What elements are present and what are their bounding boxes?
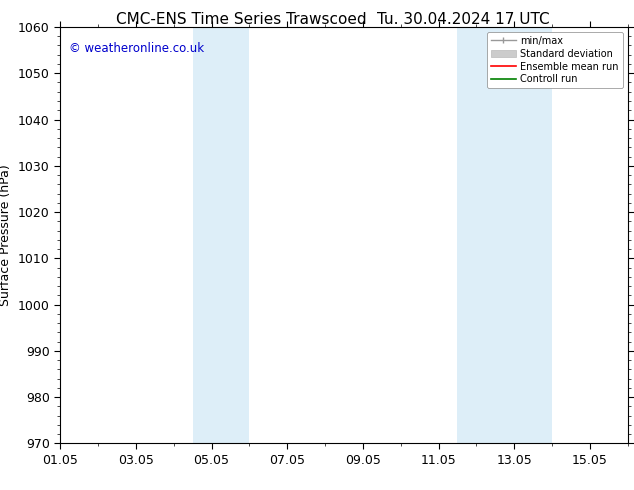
Bar xyxy=(193,27,249,443)
Y-axis label: Surface Pressure (hPa): Surface Pressure (hPa) xyxy=(0,164,13,306)
Text: © weatheronline.co.uk: © weatheronline.co.uk xyxy=(68,42,204,54)
Text: CMC-ENS Time Series Trawscoed: CMC-ENS Time Series Trawscoed xyxy=(115,12,366,27)
Bar xyxy=(457,27,552,443)
Text: Tu. 30.04.2024 17 UTC: Tu. 30.04.2024 17 UTC xyxy=(377,12,549,27)
Legend: min/max, Standard deviation, Ensemble mean run, Controll run: min/max, Standard deviation, Ensemble me… xyxy=(488,32,623,88)
